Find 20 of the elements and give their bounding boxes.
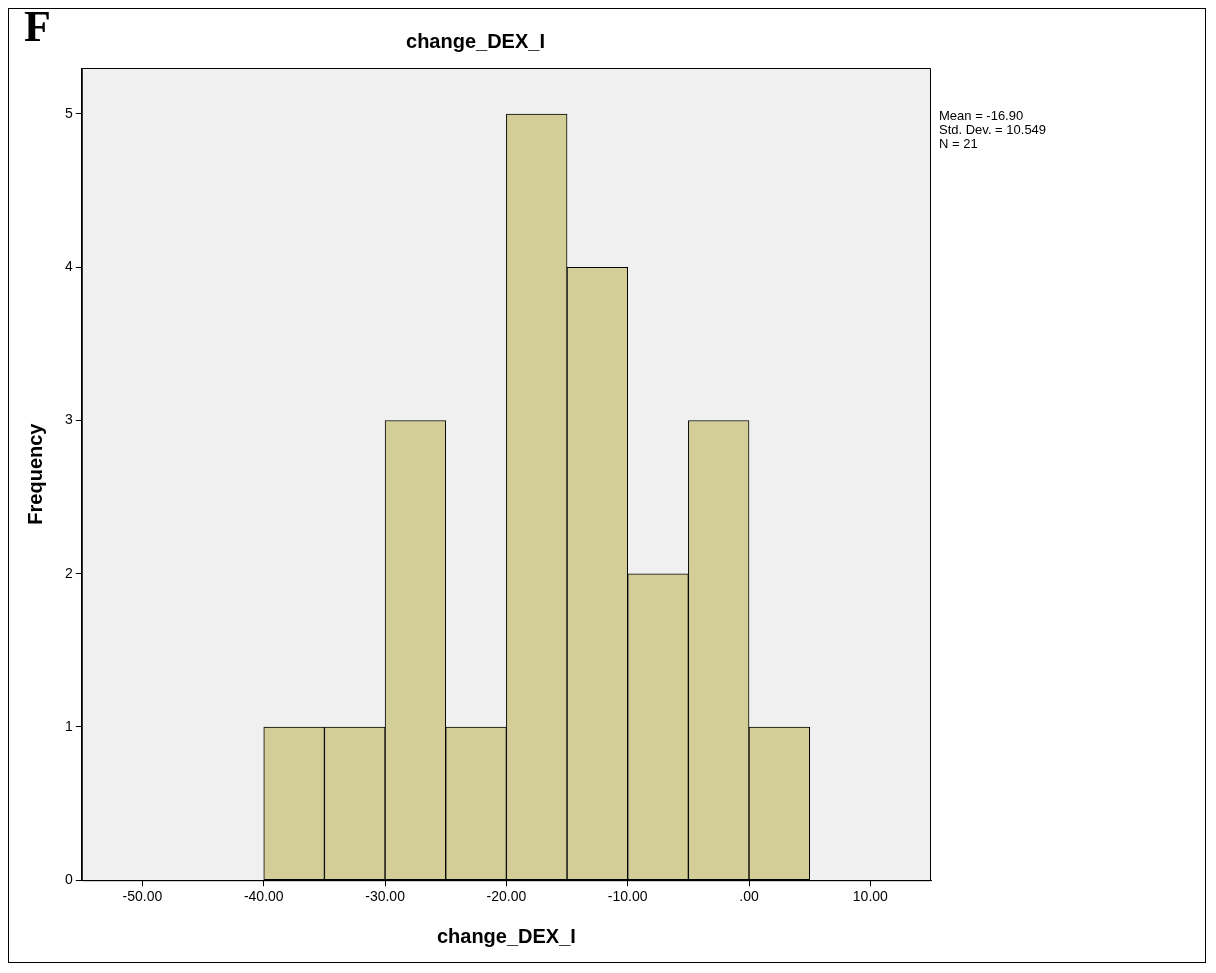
y-tick-label: 3: [64, 411, 73, 428]
x-axis-title: change_DEX_I: [436, 924, 576, 947]
x-tick-label: .00: [739, 888, 759, 905]
y-tick-label: 2: [64, 564, 73, 581]
y-tick-label: 0: [64, 871, 73, 888]
y-tick-label: 5: [64, 104, 73, 121]
text: Std. Dev. = 10.549: [939, 122, 1047, 138]
y-tick-label: 1: [64, 717, 73, 734]
x-tick-label: 10.00: [852, 888, 889, 905]
text: F: [24, 2, 51, 52]
x-tick-label: -30.00: [365, 888, 406, 905]
x-tick-label: -10.00: [607, 888, 648, 905]
y-tick-label: 4: [64, 258, 73, 275]
text: Mean = -16.90: [939, 108, 1024, 124]
x-tick-label: -50.00: [122, 888, 163, 905]
x-tick-label: -20.00: [486, 888, 527, 905]
text: N = 21: [939, 136, 978, 152]
x-tick-label: -40.00: [243, 888, 284, 905]
y-axis-title: Frequency: [23, 422, 46, 525]
chart-title: change_DEX_I: [406, 29, 545, 52]
